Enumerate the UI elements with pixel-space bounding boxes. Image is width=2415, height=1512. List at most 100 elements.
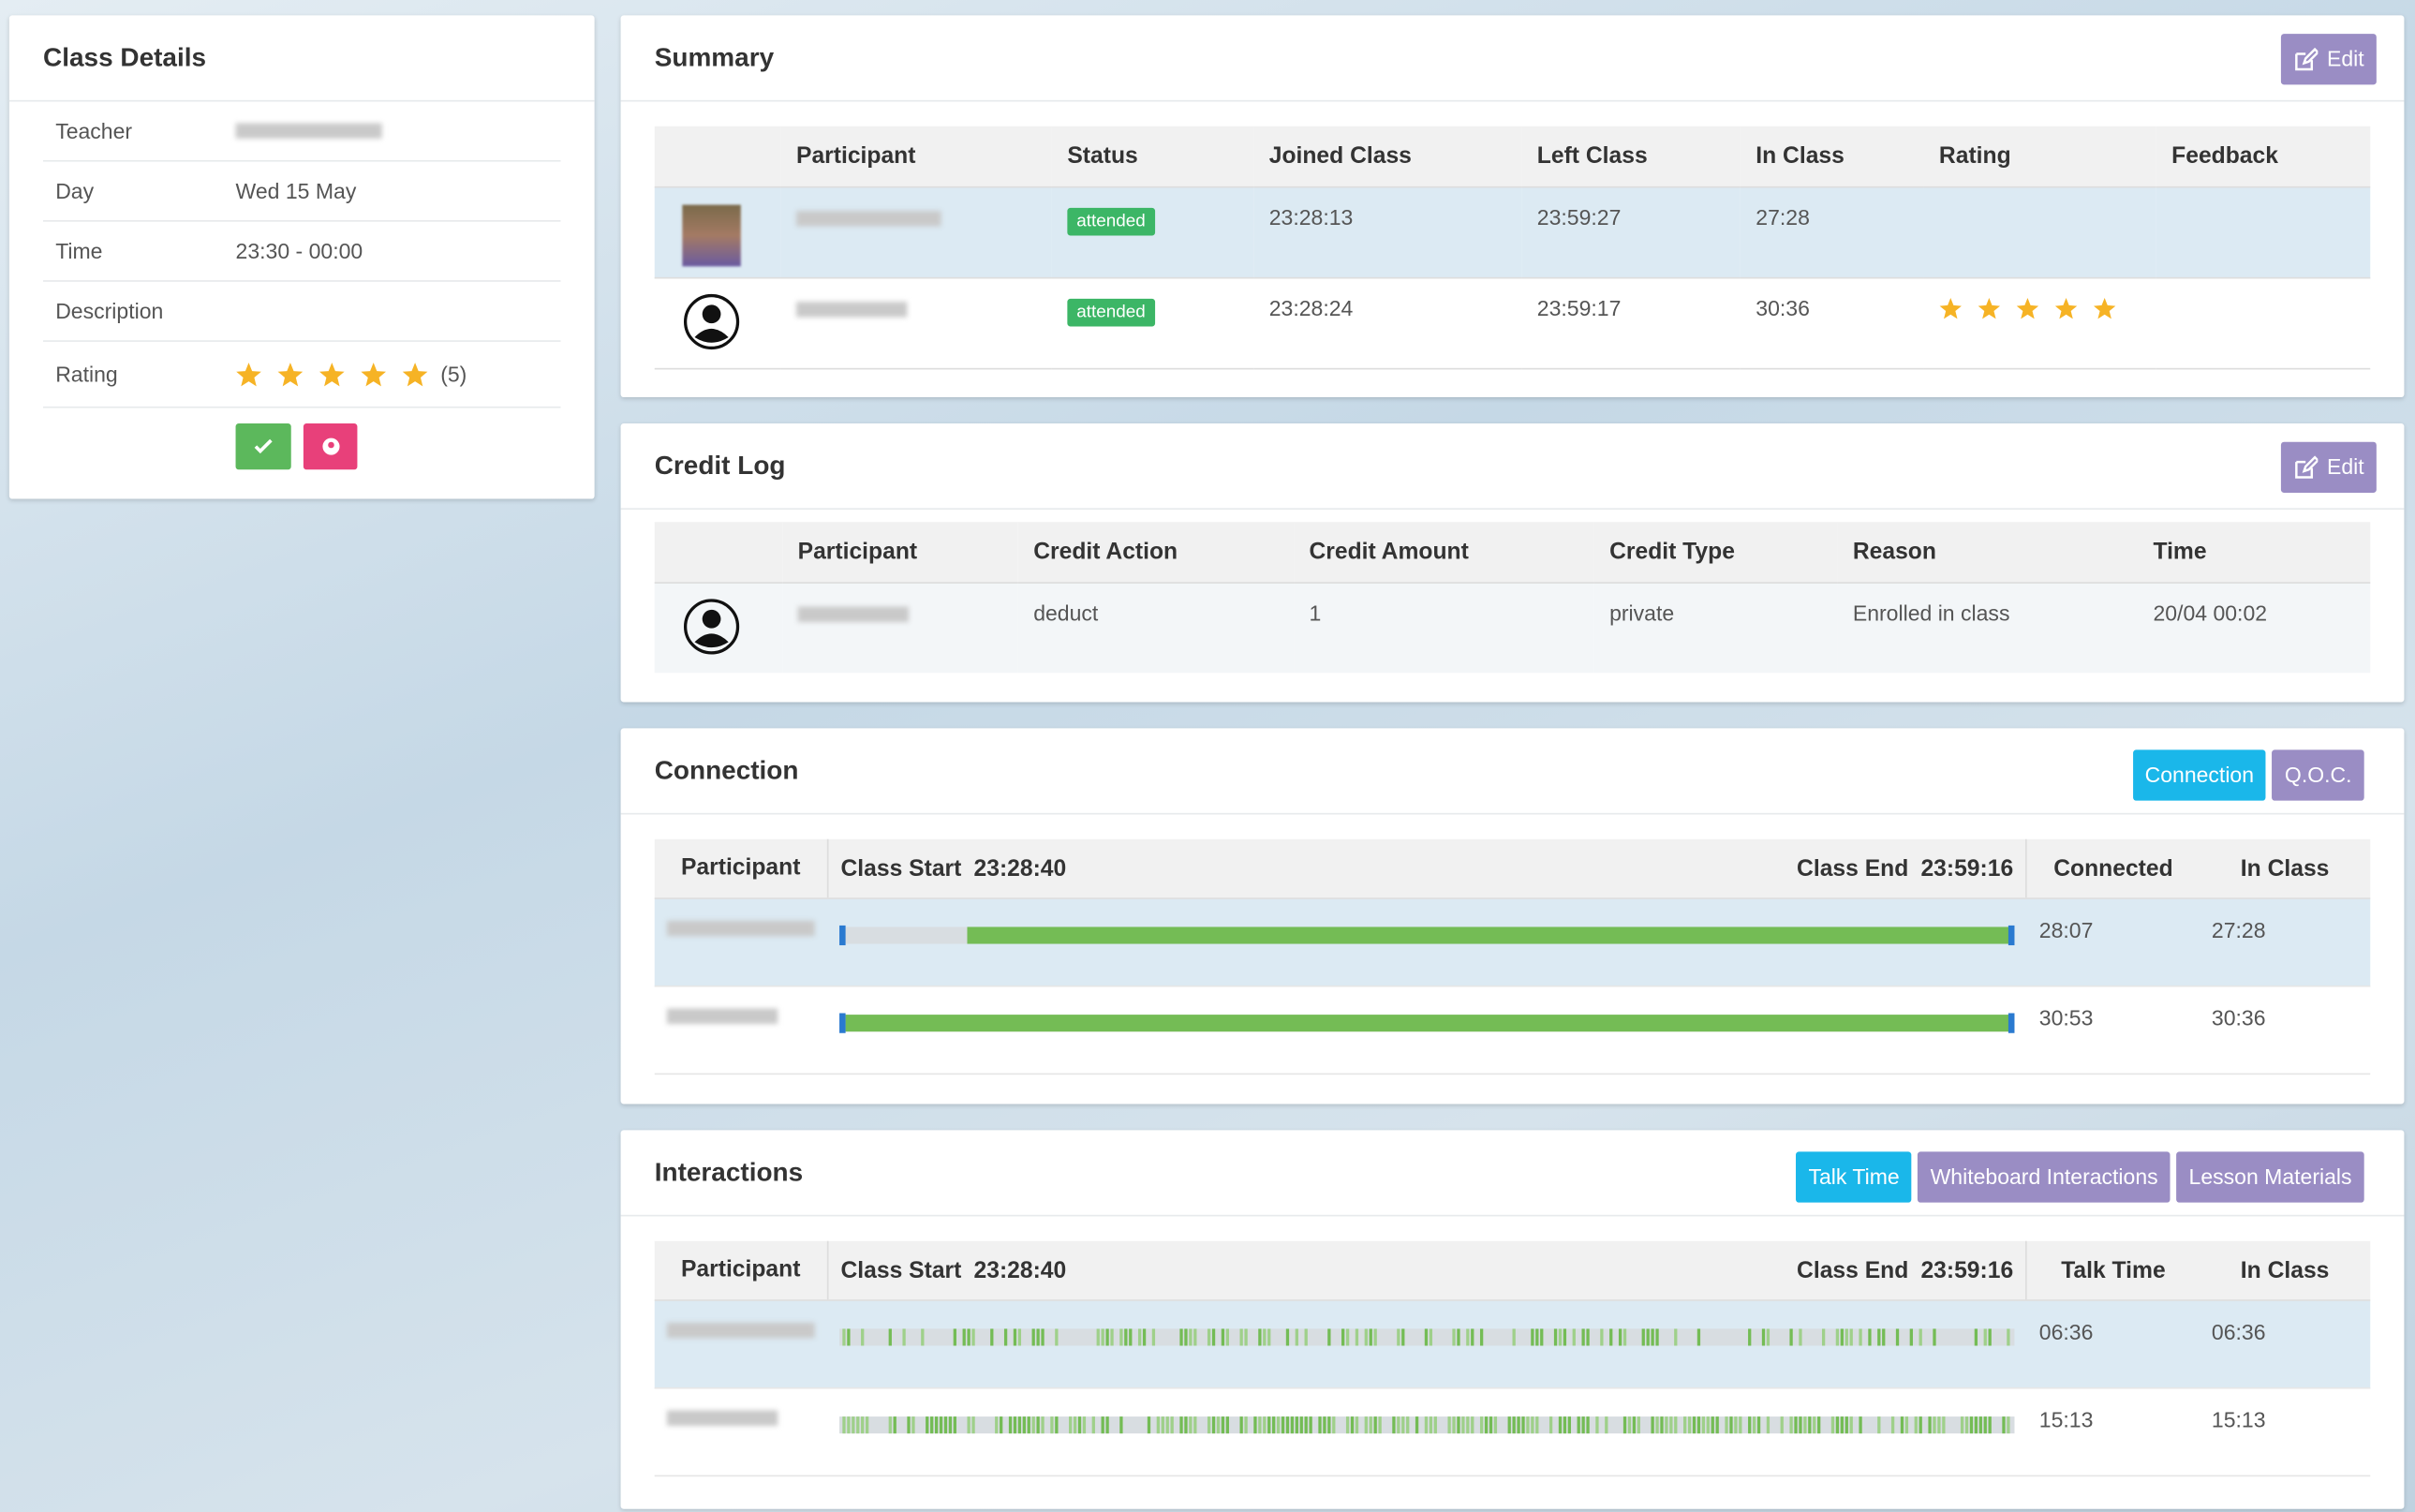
timeline-row: 15:13 15:13 <box>654 1388 2371 1477</box>
talk-stripe <box>1267 1416 1271 1434</box>
star-shape <box>2054 298 2078 319</box>
talk-stripe <box>1512 1328 1516 1346</box>
edge-marker <box>2008 1013 2015 1033</box>
joined-cell: 23:28:24 <box>1268 295 1354 320</box>
talk-stripe <box>1193 1328 1197 1346</box>
talk-stripe <box>1304 1416 1308 1434</box>
tab-button[interactable]: Talk Time <box>1796 1151 1912 1203</box>
in-class-cell: 27:28 <box>1756 204 1810 230</box>
summary-row: attended 23:28:13 23:59:27 27:28 <box>654 186 2371 278</box>
talk-stripe <box>1600 1328 1604 1346</box>
connected-segment <box>967 926 2010 944</box>
header-buttons: Talk Time Whiteboard Interactions Lesson M… <box>1796 1151 2364 1203</box>
avatar-cell <box>655 278 781 369</box>
in-class-cell: 06:36 <box>2211 1319 2266 1344</box>
card-header: Summary Edit <box>620 15 2405 102</box>
talk-stripe <box>1119 1416 1123 1434</box>
talk-stripe <box>1091 1416 1095 1434</box>
card-title: Class Details <box>43 43 207 73</box>
talk-stripe <box>1373 1328 1377 1346</box>
detail-value: 23:30 - 00:00 <box>236 239 363 263</box>
talk-stripe <box>1558 1416 1563 1434</box>
star-shape <box>1978 298 2001 319</box>
end-time: 23:59:16 <box>1920 855 2014 882</box>
credit-table: Participant Credit Action Credit Amount Cre… <box>654 522 2371 674</box>
end-label: Class End <box>1797 855 1909 882</box>
header-buttons: Edit <box>2280 34 2377 85</box>
user-button[interactable] <box>303 422 358 470</box>
talk-bar <box>839 1416 2015 1434</box>
talk-stripe <box>1272 1416 1276 1434</box>
talk-stripe <box>1147 1416 1151 1434</box>
talk-stripe <box>1345 1328 1350 1346</box>
talk-stripe <box>1073 1416 1077 1434</box>
feedback-cell <box>2156 187 2371 278</box>
start-time: 23:28:40 <box>973 855 1067 882</box>
tab-button[interactable]: Q.O.C. <box>2272 749 2364 801</box>
card-title: Interactions <box>654 1157 804 1188</box>
tab-button[interactable]: Whiteboard Interactions <box>1918 1151 2171 1203</box>
rating-count: (5) <box>440 362 467 387</box>
talk-stripe <box>1452 1416 1456 1434</box>
participant-cell <box>655 899 827 986</box>
talk-stripe <box>1969 1416 1974 1434</box>
talk-stripe <box>1350 1416 1355 1434</box>
talk-stripe <box>1401 1328 1405 1346</box>
talk-stripe <box>902 1328 906 1346</box>
talk-stripe <box>1919 1416 1922 1434</box>
talk-stripe <box>962 1328 966 1346</box>
talk-stripe <box>1692 1416 1696 1434</box>
avatar-cell <box>655 187 781 278</box>
avatar-cell <box>655 583 782 673</box>
talk-stripe <box>1526 1416 1530 1434</box>
detail-text: 23:30 - 00:00 <box>235 238 363 264</box>
blurred-name <box>795 302 908 318</box>
talk-stripe <box>1022 1416 1026 1434</box>
talk-stripe <box>1933 1328 1936 1346</box>
edit-button[interactable]: Edit <box>2280 34 2377 85</box>
class-details-card: Class Details Teacher Day Wed 15 May Time 23:… <box>8 15 595 499</box>
talk-stripe <box>1452 1328 1456 1346</box>
tab-button[interactable]: Connection <box>2132 749 2267 801</box>
talk-stripe <box>1877 1416 1881 1434</box>
talk-stripe <box>1868 1328 1872 1346</box>
talk-stripe <box>1835 1328 1840 1346</box>
talk-stripe <box>1752 1416 1756 1434</box>
detail-value: Wed 15 May <box>236 179 357 203</box>
avatar-body <box>694 633 729 648</box>
in-class-cell: 30:36 <box>2211 1005 2266 1030</box>
talk-stripe <box>1577 1416 1580 1434</box>
talk-stripe <box>1933 1416 1936 1434</box>
talk-stripe <box>1013 1328 1017 1346</box>
talk-stripe <box>971 1328 975 1346</box>
blurred-name <box>666 1322 815 1339</box>
talk-stripe <box>1216 1416 1221 1434</box>
talk-stripe <box>1928 1416 1932 1434</box>
avatar-body <box>694 328 729 343</box>
talk-stripe <box>1581 1328 1585 1346</box>
talk-stripe <box>1392 1416 1396 1434</box>
talk-stripe <box>1683 1416 1687 1434</box>
talk-stripe <box>1748 1416 1752 1434</box>
tab-button[interactable]: Lesson Materials <box>2176 1151 2364 1203</box>
talk-stripe <box>1567 1416 1571 1434</box>
approve-button[interactable] <box>235 422 291 470</box>
talk-stripe <box>1531 1328 1534 1346</box>
column-header: Time <box>2138 522 2371 584</box>
talk-stripe <box>1036 1416 1040 1434</box>
left-cell: 23:59:17 <box>1536 295 1622 320</box>
detail-text: Wed 15 May <box>235 178 357 203</box>
edit-button[interactable]: Edit <box>2280 441 2377 493</box>
talk-stripe <box>948 1416 953 1434</box>
talk-stripe <box>1821 1328 1826 1346</box>
talk-stripe <box>1609 1328 1613 1346</box>
talk-stripe <box>1193 1416 1197 1434</box>
metric-cell: 28:07 <box>2038 917 2094 942</box>
talk-stripe <box>893 1416 896 1434</box>
avatar-icon <box>683 599 740 655</box>
talk-stripe <box>930 1416 934 1434</box>
star-icon <box>1939 298 1962 319</box>
action-cell: deduct <box>1033 600 1099 626</box>
talk-stripe <box>1655 1416 1659 1434</box>
talk-stripe <box>1586 1328 1590 1346</box>
